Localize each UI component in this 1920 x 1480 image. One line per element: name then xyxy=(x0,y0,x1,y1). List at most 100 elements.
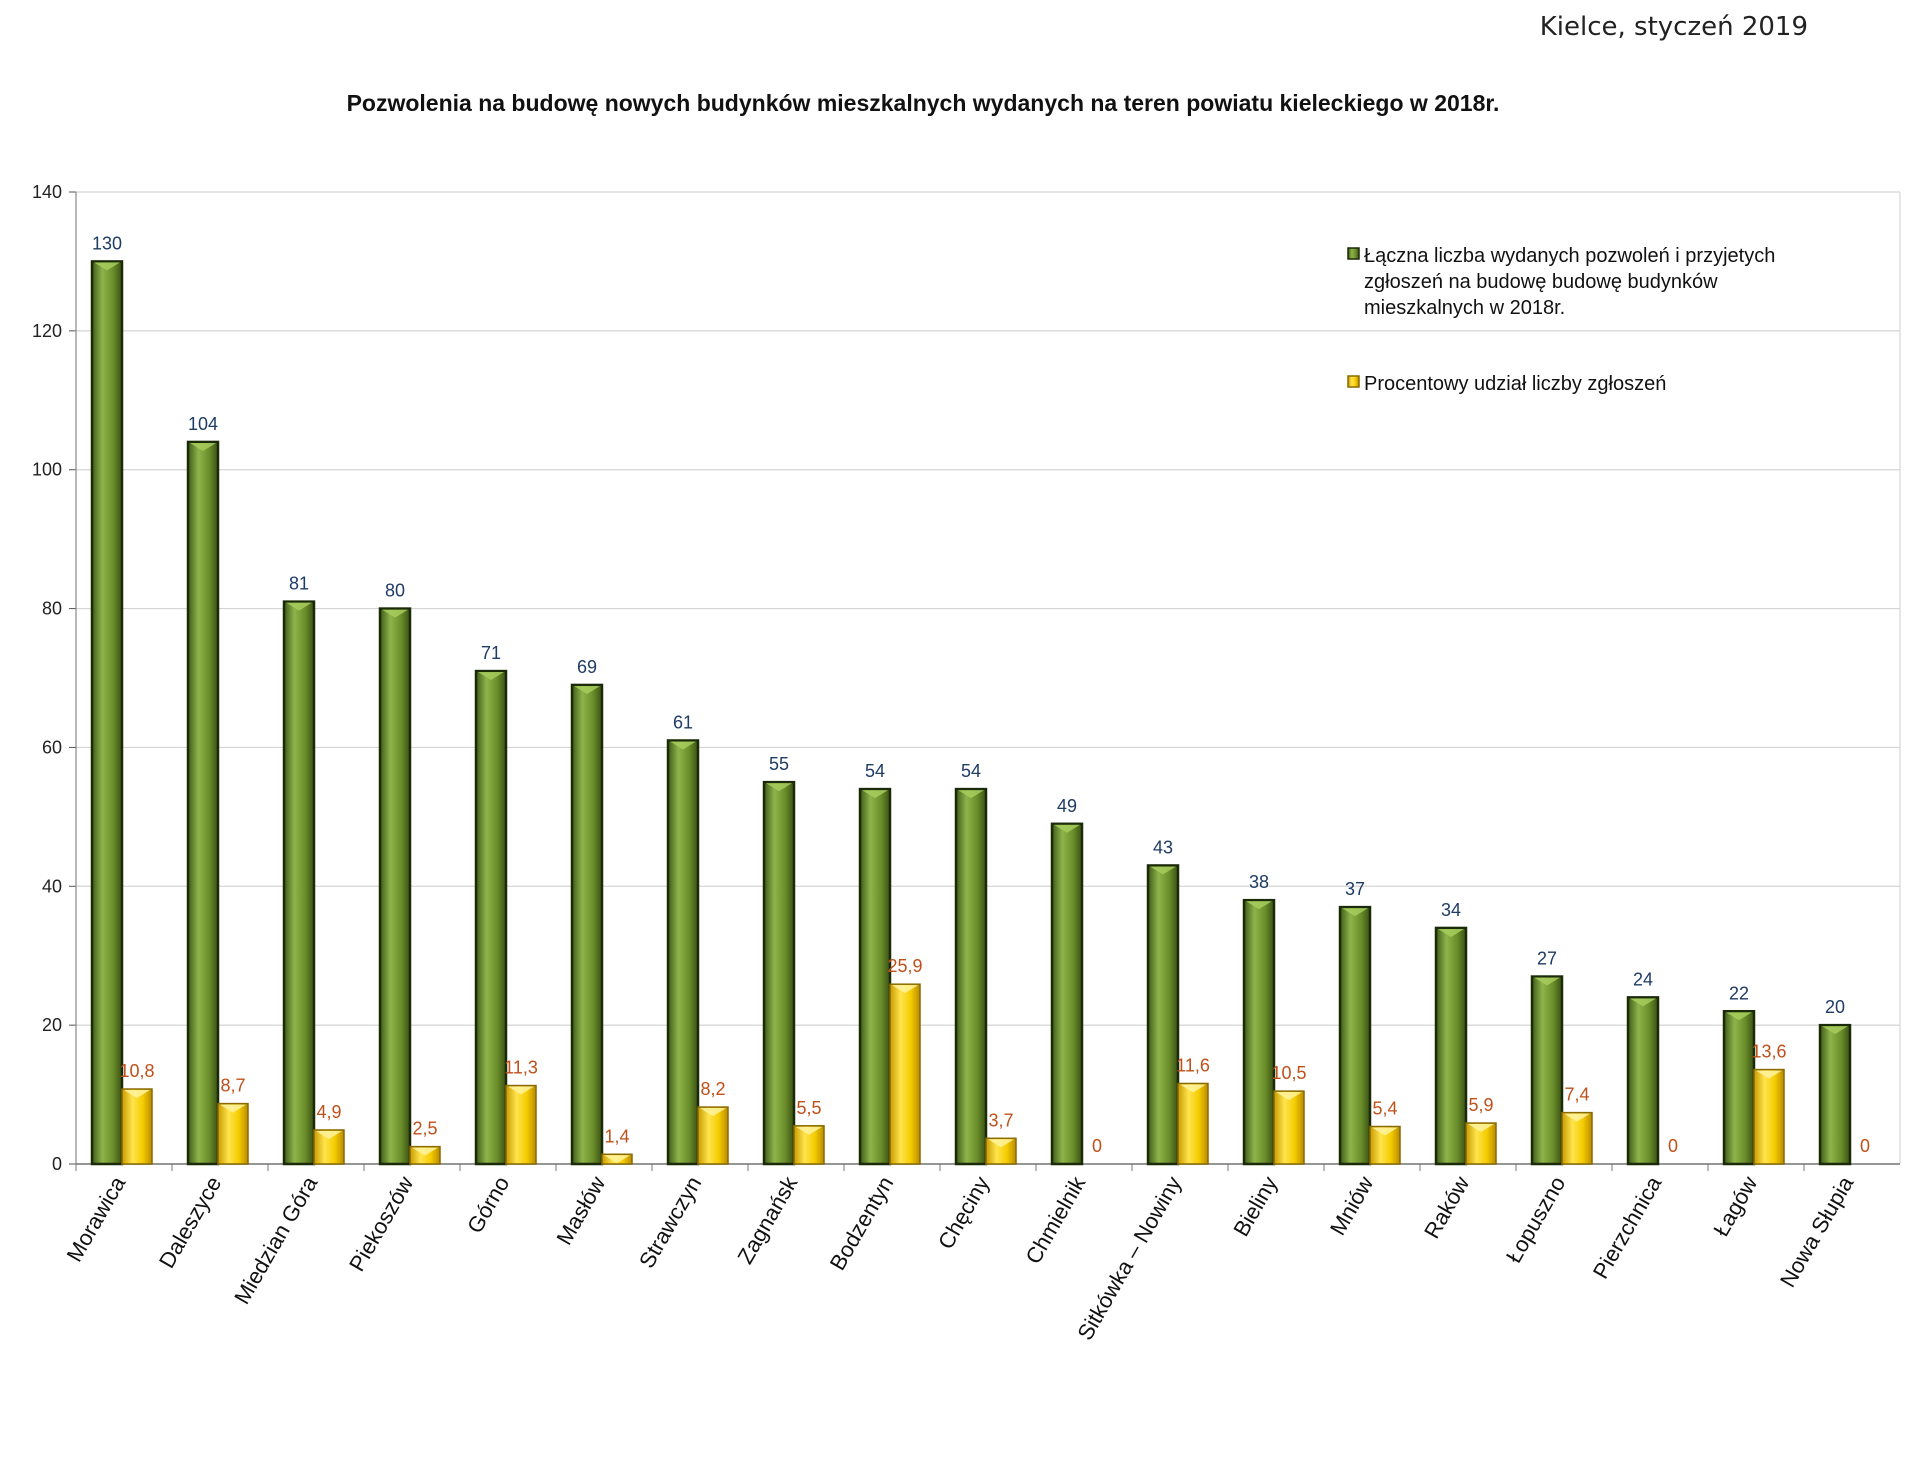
category-label: Nowa Słupia xyxy=(1775,1171,1859,1291)
category-label: Strawczyn xyxy=(634,1172,706,1272)
bar-total xyxy=(858,787,892,1166)
data-label-percent: 8,7 xyxy=(220,1076,245,1096)
category-label: Chęciny xyxy=(933,1172,994,1253)
data-label-total: 20 xyxy=(1825,997,1845,1017)
legend-label: mieszkalnych w 2018r. xyxy=(1364,297,1565,319)
bar-cap xyxy=(1630,998,1656,1007)
bar-cap xyxy=(1726,1012,1752,1021)
data-label-total: 43 xyxy=(1153,837,1173,857)
bar-total xyxy=(1146,864,1180,1166)
category-label: Łagów xyxy=(1708,1172,1762,1241)
category-label: Górno xyxy=(462,1172,514,1237)
bar-percent xyxy=(793,1125,825,1165)
data-label-total: 104 xyxy=(188,414,218,434)
bar-total xyxy=(1626,996,1660,1166)
data-label-percent: 3,7 xyxy=(988,1110,1013,1130)
bar-total xyxy=(762,780,796,1166)
data-label-percent: 8,2 xyxy=(700,1079,725,1099)
category-labels: Morawica Daleszyce Miedzian Góra Piekoszów G… xyxy=(62,1171,1859,1344)
data-labels: 130 10,8 104 8,7 81 4,9 80 2,5 71 11,3 69 1,4 61 8,2 5… xyxy=(92,233,1870,1156)
bar-cap xyxy=(1342,908,1368,917)
bar-cap xyxy=(670,741,696,750)
data-label-percent: 11,6 xyxy=(1176,1055,1210,1075)
bar-cap xyxy=(1372,1127,1398,1136)
bar-total xyxy=(666,739,700,1166)
category-label: Miedzian Góra xyxy=(229,1171,323,1308)
bar-cap xyxy=(1246,901,1272,910)
bar-cap xyxy=(892,985,918,994)
bar-percent xyxy=(985,1137,1017,1165)
bar-total xyxy=(1338,905,1372,1166)
bar-cap xyxy=(1468,1124,1494,1133)
data-label-percent: 5,4 xyxy=(1372,1099,1397,1119)
category-label: Bodzentyn xyxy=(825,1172,899,1275)
data-label-total: 38 xyxy=(1249,872,1269,892)
data-label-percent: 10,5 xyxy=(1271,1063,1306,1083)
bar-percent xyxy=(1177,1082,1209,1165)
category-label: Sitkówka – Nowiny xyxy=(1072,1172,1186,1344)
category-label: Pierzchnica xyxy=(1588,1171,1667,1283)
data-label-total: 71 xyxy=(481,643,501,663)
data-label-total: 54 xyxy=(961,761,981,781)
bar-percent xyxy=(121,1088,153,1165)
bar-total xyxy=(1050,822,1084,1166)
category-label: Chmielnik xyxy=(1020,1171,1090,1268)
gridlines xyxy=(76,191,1901,1165)
bar-cap xyxy=(382,609,408,618)
bar-total xyxy=(1434,926,1468,1166)
category-label: Daleszyce xyxy=(154,1172,226,1272)
bar-cap xyxy=(190,442,216,451)
bar-cap xyxy=(796,1126,822,1135)
bar-total xyxy=(1818,1023,1852,1166)
data-label-total: 49 xyxy=(1057,796,1077,816)
bar-cap xyxy=(862,790,888,799)
data-label-total: 27 xyxy=(1537,949,1557,969)
category-label: Mniów xyxy=(1325,1172,1378,1240)
data-label-percent: 5,9 xyxy=(1468,1095,1493,1115)
bar-total xyxy=(1530,975,1564,1166)
data-label-percent: 4,9 xyxy=(316,1102,341,1122)
bar-cap xyxy=(1534,977,1560,986)
bar-cap xyxy=(958,790,984,799)
data-label-percent: 0 xyxy=(1860,1136,1870,1156)
chart-title: Pozwolenia na budowę nowych budynków mie… xyxy=(346,90,1500,116)
legend-label: zgłoszeń na budowę budowę budynków xyxy=(1364,271,1718,293)
bar-cap xyxy=(508,1086,534,1095)
y-tick-label: 20 xyxy=(42,1015,62,1035)
y-tick-label: 80 xyxy=(42,599,62,619)
bar-total xyxy=(570,683,604,1166)
bar-total xyxy=(1722,1010,1756,1166)
data-label-total: 22 xyxy=(1729,983,1749,1003)
data-label-total: 24 xyxy=(1633,969,1653,989)
bar-cap xyxy=(1276,1092,1302,1101)
bar-percent xyxy=(505,1084,537,1165)
bar-cap xyxy=(700,1108,726,1117)
category-label: Bieliny xyxy=(1228,1172,1282,1241)
bar-percent xyxy=(1273,1090,1305,1165)
legend-swatch xyxy=(1347,247,1360,260)
data-label-total: 130 xyxy=(92,233,122,253)
data-label-percent: 7,4 xyxy=(1564,1085,1589,1105)
bar-cap xyxy=(1822,1026,1848,1035)
data-label-percent: 1,4 xyxy=(604,1126,629,1146)
category-label: Łopuszno xyxy=(1501,1172,1570,1267)
bars xyxy=(90,260,1852,1166)
bar-percent xyxy=(217,1102,249,1165)
bar-cap xyxy=(316,1130,342,1139)
bar-total xyxy=(474,669,508,1166)
y-tick-label: 40 xyxy=(42,876,62,896)
data-label-total: 55 xyxy=(769,754,789,774)
bar-cap xyxy=(124,1090,150,1099)
data-label-total: 37 xyxy=(1345,879,1365,899)
data-label-total: 80 xyxy=(385,581,405,601)
bar-cap xyxy=(1150,866,1176,875)
bar-total xyxy=(1242,898,1276,1166)
data-label-total: 81 xyxy=(289,574,309,594)
bar-cap xyxy=(1564,1113,1590,1122)
bar-cap xyxy=(1180,1084,1206,1093)
bar-cap xyxy=(604,1155,630,1164)
data-label-percent: 13,6 xyxy=(1751,1042,1786,1062)
y-tick-label: 100 xyxy=(32,460,62,480)
category-label: Raków xyxy=(1419,1172,1474,1243)
